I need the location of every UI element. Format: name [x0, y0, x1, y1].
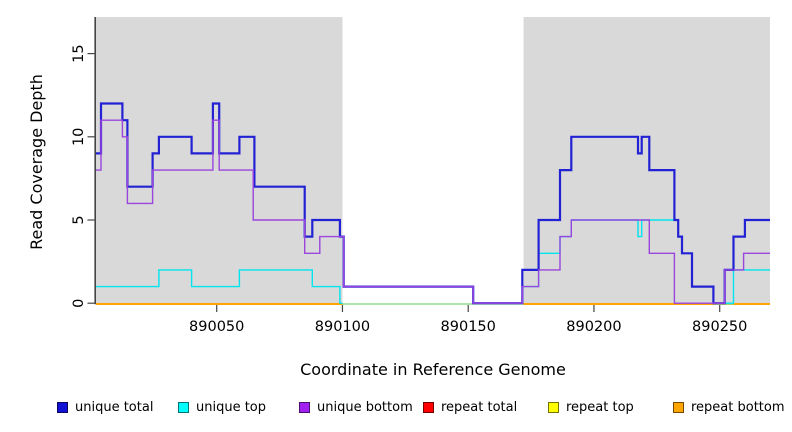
x-tick-label: 890050 [189, 319, 244, 335]
y-tick-label: 15 [71, 44, 87, 62]
x-tick-label: 890200 [566, 319, 621, 335]
legend-swatch-icon [423, 401, 434, 413]
legend: unique total unique top unique bottom repea… [0, 398, 792, 422]
legend-label: repeat total [441, 399, 518, 415]
legend-swatch-icon [299, 401, 310, 413]
legend-item-unique-bottom: unique bottom [299, 398, 413, 416]
plot-area: 890050 890100 890150 890200 890250 0 5 10 15 [71, 17, 770, 335]
legend-item-repeat-total: repeat total [423, 398, 517, 416]
legend-item-repeat-bottom: repeat bottom [673, 398, 785, 416]
y-axis-title: Read Coverage Depth [27, 74, 46, 250]
legend-swatch-icon [178, 401, 189, 413]
legend-item-unique-total: unique total [57, 398, 153, 416]
shaded-region [523, 17, 770, 304]
y-tick-label: 5 [71, 215, 87, 224]
legend-label: unique top [196, 399, 267, 415]
y-tick-label: 10 [71, 128, 87, 146]
x-axis-title: Coordinate in Reference Genome [300, 360, 566, 379]
y-tick-label: 0 [71, 299, 87, 308]
x-tick-label: 890150 [441, 319, 496, 335]
legend-label: unique bottom [317, 399, 413, 415]
legend-swatch-icon [673, 401, 684, 413]
legend-item-unique-top: unique top [178, 398, 266, 416]
legend-item-repeat-top: repeat top [548, 398, 634, 416]
legend-label: repeat top [566, 399, 634, 415]
legend-swatch-icon [57, 401, 68, 413]
legend-swatch-icon [548, 401, 559, 413]
x-tick-label: 890250 [692, 319, 747, 335]
series-unique-top-line [96, 269, 343, 304]
x-tick-label: 890100 [315, 319, 370, 335]
series-unique-bottom-line [96, 119, 770, 304]
legend-label: repeat bottom [691, 399, 785, 415]
legend-label: unique total [75, 399, 154, 415]
